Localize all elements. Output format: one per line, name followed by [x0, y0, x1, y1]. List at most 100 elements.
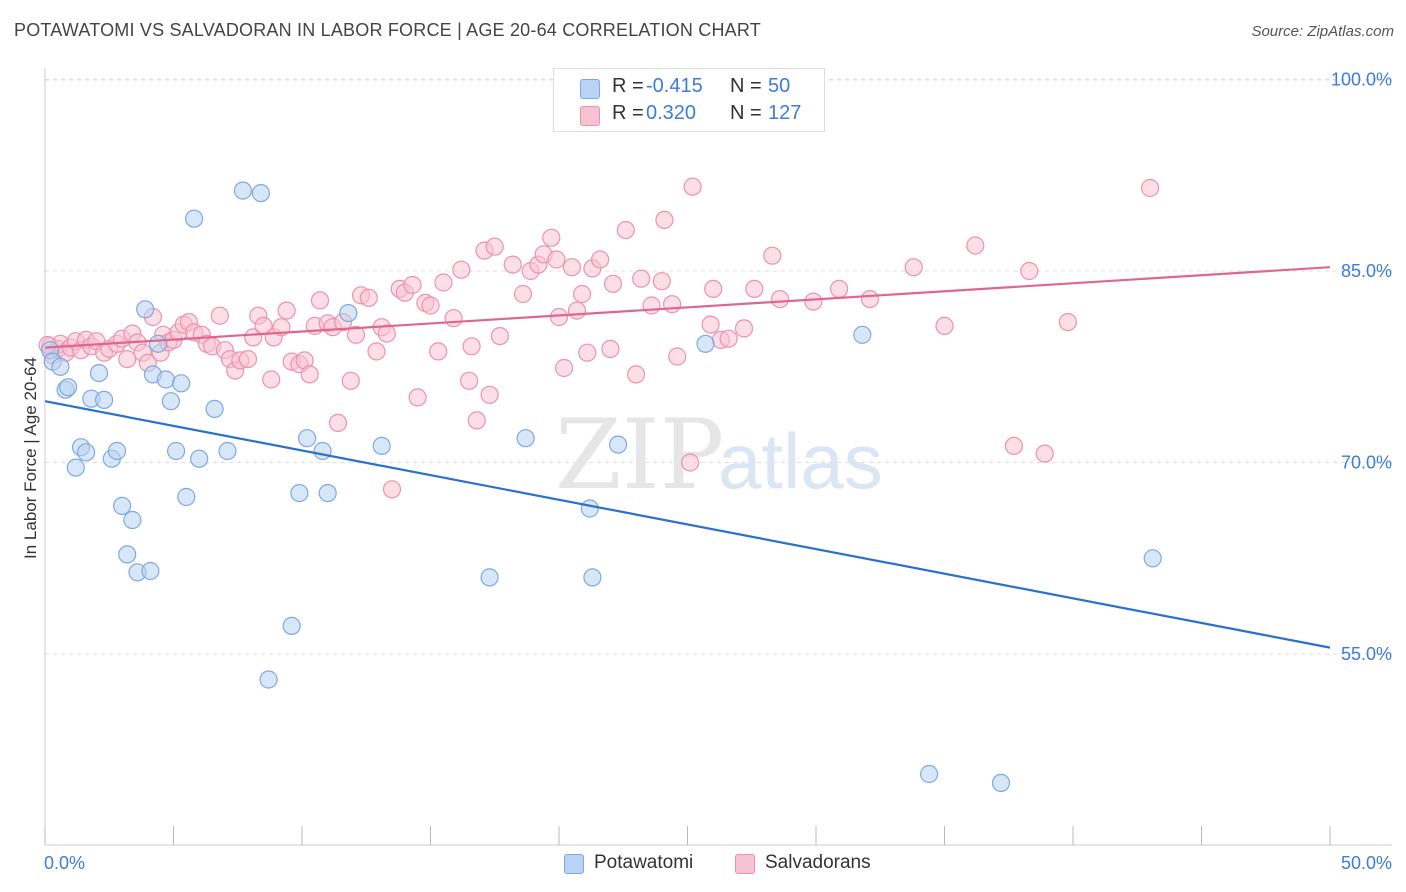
potawatomi-point — [205, 399, 224, 418]
potawatomi-point — [318, 484, 337, 503]
legend-label-salvadorans: Salvadorans — [765, 852, 871, 873]
salvadorans-point — [642, 296, 661, 315]
salvadorans-point — [554, 358, 574, 378]
salvadorans-point — [626, 365, 646, 384]
salvadorans-point — [966, 236, 985, 255]
potawatomi-point — [76, 443, 96, 462]
potawatomi-point — [251, 184, 270, 203]
salvadorans-point — [452, 260, 471, 279]
legend-n-label: N = — [730, 102, 762, 124]
potawatomi-point — [66, 458, 85, 477]
salvadorans-point — [1020, 261, 1039, 281]
potawatomi-point — [112, 496, 132, 515]
salvadorans-point — [277, 301, 296, 320]
potawatomi-point — [89, 364, 109, 383]
potawatomi-point — [919, 764, 939, 784]
potawatomi-point — [608, 435, 628, 454]
salvadorans-point — [662, 295, 682, 314]
salvadorans-point — [244, 328, 263, 347]
salvadorans-point — [652, 272, 671, 291]
salvadorans-point — [467, 411, 486, 430]
salvadorans-point — [444, 309, 463, 328]
potawatomi-point — [259, 670, 278, 689]
salvadorans-point — [367, 342, 386, 361]
salvadorans-point — [1140, 178, 1160, 198]
salvadorans-point — [829, 279, 849, 298]
salvadorans-point — [429, 342, 448, 361]
salvadorans-point — [310, 291, 330, 310]
potawatomi-point — [339, 304, 358, 323]
potawatomi-point — [516, 429, 535, 448]
potawatomi-point — [290, 484, 309, 503]
potawatomi-point — [580, 499, 599, 518]
potawatomi-trend-line — [44, 400, 1331, 649]
potawatomi-point — [696, 334, 715, 353]
salvadorans-point — [341, 371, 360, 390]
salvadorans-point — [346, 325, 366, 344]
salvadorans-point — [300, 365, 319, 384]
salvadorans-point — [480, 385, 499, 404]
potawatomi-point — [991, 773, 1011, 793]
watermark: ZIP atlas — [555, 399, 883, 511]
series-legend-salvadorans: Salvadorans — [735, 852, 895, 876]
legend-swatch-salvadorans — [580, 106, 600, 126]
potawatomi-point — [218, 441, 237, 461]
salvadorans-point — [860, 290, 880, 309]
correlation-legend: R = -0.415 N = 50 R = 0.320 N = 127 — [553, 68, 825, 132]
salvadorans-point — [701, 315, 720, 334]
y-tick-label: 100.0% — [1331, 70, 1392, 90]
potawatomi-point — [583, 568, 602, 587]
salvadorans-point — [1004, 436, 1024, 455]
salvadorans-point — [632, 269, 651, 288]
salvadorans-point — [683, 177, 702, 196]
salvadorans-point — [262, 370, 281, 389]
salvadorans-point — [804, 292, 823, 311]
salvadorans-point — [770, 290, 790, 309]
salvadorans-point — [655, 210, 674, 229]
salvadorans-trend-line — [44, 266, 1331, 349]
salvadorans-point — [359, 288, 378, 307]
potawatomi-point — [233, 181, 252, 200]
x-tick-label: 50.0% — [1341, 853, 1392, 873]
legend-r-label: R = — [612, 102, 644, 124]
legend-swatch-potawatomi — [564, 854, 584, 874]
potawatomi-point — [149, 334, 168, 353]
series-legend-potawatomi: Potawatomi — [564, 852, 714, 876]
potawatomi-point — [480, 568, 499, 587]
legend-swatch-salvadorans — [735, 854, 755, 874]
y-tick-label: 70.0% — [1341, 453, 1392, 473]
axes — [44, 68, 1392, 846]
salvadorans-point — [704, 279, 723, 298]
legend-swatch-potawatomi — [580, 79, 600, 99]
legend-r-label: R = — [612, 75, 644, 97]
salvadorans-point — [485, 237, 504, 256]
salvadorans-point — [567, 301, 587, 320]
legend-n-value: 50 — [768, 75, 791, 97]
salvadorans-point — [210, 306, 229, 325]
potawatomi-point — [141, 561, 160, 581]
salvadorans-point — [734, 319, 754, 338]
salvadorans-point — [462, 337, 481, 356]
salvadorans-point — [118, 350, 137, 369]
potawatomi-points — [40, 181, 1162, 793]
salvadorans-point — [547, 250, 566, 269]
potawatomi-point — [94, 390, 114, 409]
salvadorans-point — [1058, 313, 1078, 332]
salvadorans-point — [935, 316, 954, 335]
salvadorans-point — [719, 329, 738, 348]
salvadorans-point — [238, 350, 258, 369]
potawatomi-point — [190, 449, 209, 468]
salvadorans-point — [1035, 444, 1054, 463]
salvadorans-point — [904, 258, 923, 277]
salvadorans-point — [668, 347, 687, 366]
salvadorans-point — [763, 246, 782, 265]
potawatomi-point — [58, 378, 78, 397]
salvadorans-point — [434, 273, 453, 292]
x-tick-label: 0.0% — [44, 853, 85, 873]
potawatomi-point — [51, 357, 70, 376]
salvadorans-point — [490, 327, 509, 346]
salvadorans-point — [377, 324, 396, 343]
potawatomi-point — [185, 209, 204, 228]
potawatomi-point — [177, 487, 196, 507]
